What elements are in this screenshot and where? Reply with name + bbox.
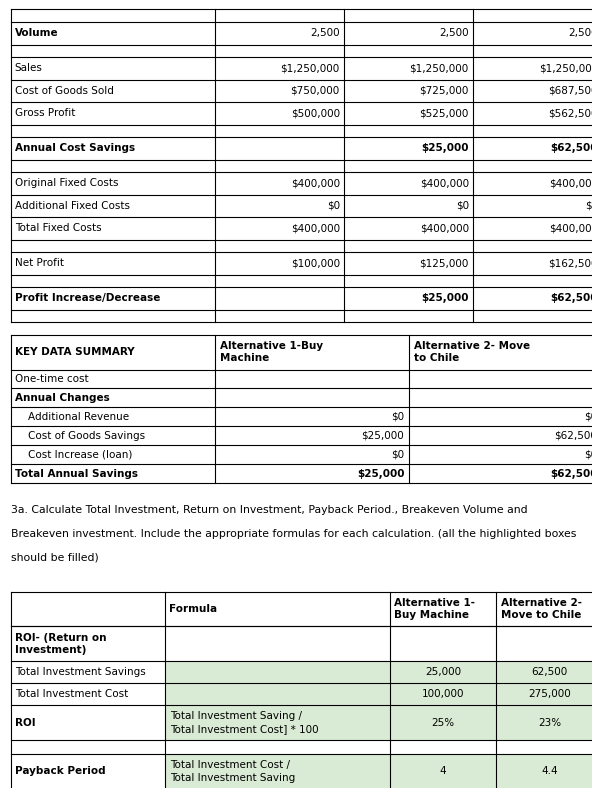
Text: 3a. Calculate Total Investment, Return on Investment, Payback Period., Breakeven: 3a. Calculate Total Investment, Return o… [11,505,527,515]
Text: ROI: ROI [15,718,36,727]
Text: $1,250,000: $1,250,000 [410,63,469,73]
Text: Total Investment Cost: Total Investment Cost [15,690,128,699]
Text: $0: $0 [391,450,404,459]
Text: Original Fixed Costs: Original Fixed Costs [15,178,118,188]
Text: $400,000: $400,000 [420,223,469,233]
Text: $1,250,000: $1,250,000 [281,63,340,73]
Text: $1,250,000: $1,250,000 [539,63,592,73]
Text: One-time cost: One-time cost [15,374,89,384]
Bar [165,754,390,788]
Bar [390,661,496,683]
Text: Annual Changes: Annual Changes [15,393,110,403]
Text: $0: $0 [585,201,592,211]
Text: 25%: 25% [431,718,455,727]
Text: 4: 4 [439,767,446,776]
Text: 4.4: 4.4 [541,767,558,776]
Text: $0: $0 [584,412,592,422]
Text: $687,500: $687,500 [548,86,592,96]
Text: Additional Fixed Costs: Additional Fixed Costs [15,201,130,211]
Text: 100,000: 100,000 [422,690,464,699]
Bar [496,683,592,705]
Text: Alternative 1-Buy
Machine: Alternative 1-Buy Machine [220,341,323,363]
Text: $62,500: $62,500 [551,293,592,303]
Text: $25,000: $25,000 [422,293,469,303]
Bar [390,705,496,740]
Text: $0: $0 [456,201,469,211]
Text: Cost of Goods Savings: Cost of Goods Savings [15,431,146,440]
Text: Annual Cost Savings: Annual Cost Savings [15,143,135,154]
Text: 2,500: 2,500 [310,28,340,39]
Text: Formula: Formula [169,604,217,614]
Text: Total Investment Savings: Total Investment Savings [15,667,146,677]
Text: $62,500: $62,500 [550,469,592,478]
Text: 25,000: 25,000 [424,667,461,677]
Text: $562,500: $562,500 [548,108,592,118]
Text: Sales: Sales [15,63,43,73]
Text: Alternative 2-
Move to Chile: Alternative 2- Move to Chile [501,598,582,620]
Text: Gross Profit: Gross Profit [15,108,75,118]
Bar [390,683,496,705]
Text: Breakeven investment. Include the appropriate formulas for each calculation. (al: Breakeven investment. Include the approp… [11,529,576,539]
Text: $400,000: $400,000 [291,223,340,233]
Text: $62,500: $62,500 [551,143,592,154]
Bar [165,705,390,740]
Text: Volume: Volume [15,28,59,39]
Text: should be filled): should be filled) [11,552,98,563]
Text: Additional Revenue: Additional Revenue [15,412,130,422]
Text: $125,000: $125,000 [420,258,469,269]
Bar [165,683,390,705]
Text: $0: $0 [327,201,340,211]
Text: KEY DATA SUMMARY: KEY DATA SUMMARY [15,348,135,357]
Text: 62,500: 62,500 [531,667,568,677]
Text: $25,000: $25,000 [422,143,469,154]
Text: Alternative 2- Move
to Chile: Alternative 2- Move to Chile [414,341,530,363]
Text: $400,000: $400,000 [549,223,592,233]
Text: Total Investment Saving /
Total Investment Cost] * 100: Total Investment Saving / Total Investme… [170,712,319,734]
Text: ROI- (Return on
Investment): ROI- (Return on Investment) [15,633,107,655]
Bar [496,705,592,740]
Text: $725,000: $725,000 [420,86,469,96]
Text: Profit Increase/Decrease: Profit Increase/Decrease [15,293,160,303]
Text: Cost Increase (loan): Cost Increase (loan) [15,450,133,459]
Text: $500,000: $500,000 [291,108,340,118]
Text: Total Annual Savings: Total Annual Savings [15,469,139,478]
Text: Payback Period: Payback Period [15,767,106,776]
Text: $25,000: $25,000 [357,469,404,478]
Text: $100,000: $100,000 [291,258,340,269]
Text: $750,000: $750,000 [291,86,340,96]
Bar [496,754,592,788]
Text: $162,500: $162,500 [548,258,592,269]
Text: 2,500: 2,500 [568,28,592,39]
Text: 23%: 23% [538,718,561,727]
Text: 2,500: 2,500 [439,28,469,39]
Text: $25,000: $25,000 [362,431,404,440]
Text: $400,000: $400,000 [420,178,469,188]
Text: $525,000: $525,000 [420,108,469,118]
Text: 275,000: 275,000 [528,690,571,699]
Text: Total Investment Cost /
Total Investment Saving: Total Investment Cost / Total Investment… [170,760,296,782]
Text: Net Profit: Net Profit [15,258,64,269]
Text: $62,500: $62,500 [555,431,592,440]
Text: $0: $0 [391,412,404,422]
Text: Total Fixed Costs: Total Fixed Costs [15,223,101,233]
Bar [390,754,496,788]
Bar [496,661,592,683]
Text: $400,000: $400,000 [291,178,340,188]
Bar [165,661,390,683]
Text: $400,000: $400,000 [549,178,592,188]
Text: Cost of Goods Sold: Cost of Goods Sold [15,86,114,96]
Text: $0: $0 [584,450,592,459]
Text: Alternative 1-
Buy Machine: Alternative 1- Buy Machine [394,598,475,620]
